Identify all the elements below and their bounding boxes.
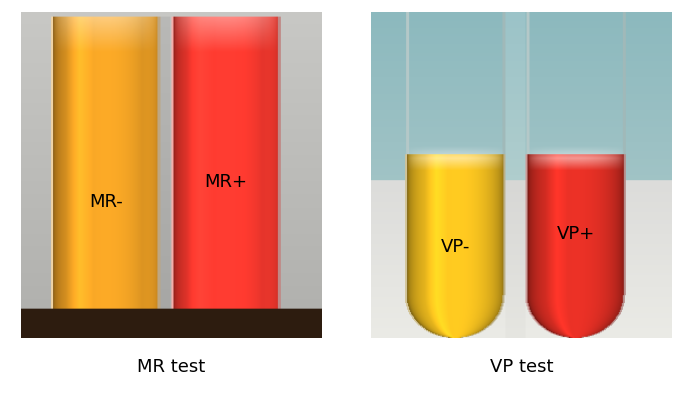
Text: VP test: VP test (490, 358, 553, 376)
Text: VP-: VP- (441, 238, 470, 256)
Text: VP+: VP+ (557, 225, 595, 243)
Text: MR-: MR- (89, 193, 122, 211)
Text: MR test: MR test (137, 358, 206, 376)
Text: MR+: MR+ (204, 173, 248, 191)
